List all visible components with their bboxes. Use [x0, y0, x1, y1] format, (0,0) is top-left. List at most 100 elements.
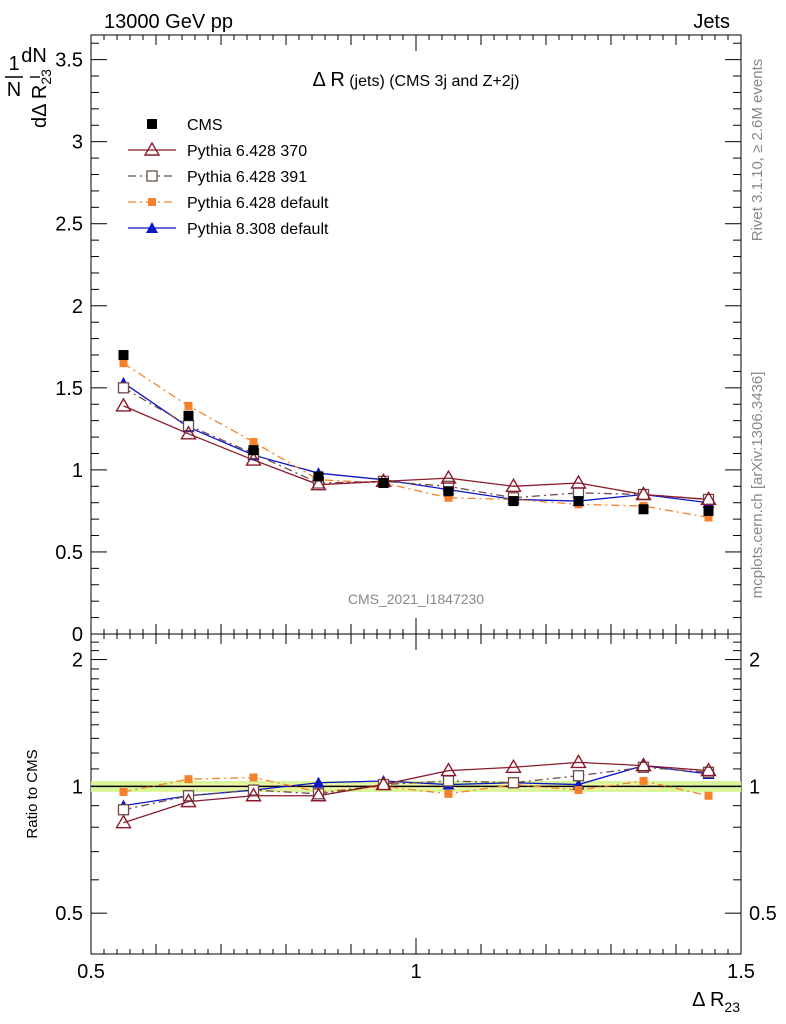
main-data-point	[180, 425, 197, 440]
legend-item: Pythia 6.428 391	[128, 169, 307, 186]
ratio-data-point	[312, 776, 325, 788]
ratio-y-label: Ratio to CMS	[24, 749, 41, 838]
ratio-data-point	[442, 775, 455, 787]
ratio-panel: 0.5 0.5 1 1 2 2 Ratio to CMS 0.5 1 1.5 Δ R23	[24, 633, 777, 1015]
main-panel: 0 0.5 1 1.5 2 2.5 3 3.5 Δ R (jets) (CMS 3j and …	[55, 34, 742, 646]
ratio-y-tick-label-right: 1	[749, 776, 760, 798]
legend-label: Pythia 8.308 default	[187, 221, 329, 238]
main-data-point	[117, 382, 130, 394]
main-data-point	[115, 397, 132, 412]
main-series	[115, 350, 717, 522]
header-left: 13000 GeV pp	[104, 11, 233, 33]
ratio-data-point	[245, 787, 262, 802]
main-data-point	[378, 478, 389, 489]
y-label-dn: dN	[21, 45, 47, 67]
main-data-point	[443, 486, 454, 497]
ratio-series	[115, 754, 717, 829]
y-label-ddr: dΔ R23	[29, 69, 54, 128]
x-tick-label: 0.5	[77, 961, 105, 983]
ratio-data-point	[115, 814, 132, 829]
main-data-point	[508, 496, 519, 507]
main-series-line	[123, 387, 709, 501]
main-data-point	[313, 471, 324, 482]
ratio-y-tick-label: 2	[72, 650, 83, 672]
ratio-data-point	[119, 787, 128, 796]
legend-item: CMS	[147, 117, 223, 134]
ratio-data-point	[507, 777, 520, 789]
x-axis-label: Δ R23	[692, 989, 740, 1015]
main-data-point	[118, 350, 129, 361]
ratio-data-point	[440, 762, 457, 777]
ratio-y-tick-label-right: 0.5	[749, 903, 777, 925]
ratio-data-point	[117, 804, 130, 816]
main-series-line	[123, 382, 709, 504]
ratio-band	[91, 780, 741, 792]
legend: CMS Pythia 6.428 370 Pythia 6.428 391 Pythi…	[128, 117, 329, 238]
header-right: Jets	[693, 11, 730, 33]
main-data-point	[700, 491, 717, 506]
y-tick-label: 1	[72, 460, 83, 482]
legend-marker	[146, 222, 158, 233]
ratio-data-point	[249, 773, 258, 782]
main-data-point	[573, 496, 584, 507]
x-tick-labels: 0.5 1 1.5	[77, 961, 755, 983]
legend-label: CMS	[187, 117, 223, 134]
main-y-label: 1 N dN dΔ R23	[5, 45, 54, 128]
y-tick-label: 0	[72, 624, 83, 646]
legend-marker	[147, 119, 157, 129]
legend-label: Pythia 6.428 default	[187, 195, 329, 212]
legend-label: Pythia 6.428 370	[187, 143, 307, 160]
ratio-data-point	[572, 770, 585, 782]
main-series-line	[123, 405, 709, 501]
main-data-point	[638, 504, 649, 515]
main-ticks	[90, 35, 742, 635]
y-tick-label: 3.5	[55, 50, 83, 72]
main-data-point	[704, 513, 713, 522]
main-y-tick-labels: 0 0.5 1 1.5 2 2.5 3 3.5	[55, 50, 83, 646]
side-label-bottom: mcplots.cern.ch [arXiv:1306.3436]	[749, 372, 766, 599]
y-tick-label: 2	[72, 296, 83, 318]
legend-marker	[146, 170, 158, 182]
ratio-ticks	[90, 634, 742, 954]
main-data-point	[635, 486, 652, 501]
ratio-series-line	[123, 761, 709, 824]
main-data-point	[119, 359, 128, 368]
ratio-series-line	[123, 776, 709, 797]
main-data-point	[245, 451, 262, 466]
ratio-data-point	[635, 757, 652, 772]
main-data-point	[183, 410, 194, 421]
main-data-point	[184, 401, 193, 410]
y-label-n: N	[7, 79, 21, 101]
ratio-series-line	[123, 766, 709, 811]
ratio-y-tick-label-right: 2	[749, 650, 760, 672]
y-label-one: 1	[8, 53, 19, 75]
ratio-y-tick-label: 0.5	[55, 903, 83, 925]
main-data-point	[249, 437, 258, 446]
legend-marker	[148, 198, 156, 206]
ratio-data-point	[574, 786, 583, 795]
main-data-point	[570, 474, 587, 489]
ratio-data-point	[639, 776, 648, 785]
ratio-data-point	[180, 793, 197, 808]
main-data-point	[444, 493, 453, 502]
legend-item: Pythia 6.428 370	[128, 141, 307, 160]
y-tick-label: 1.5	[55, 378, 83, 400]
legend-marker	[143, 141, 161, 156]
x-tick-label: 1.5	[727, 961, 755, 983]
ratio-y-tick-labels: 0.5 0.5 1 1 2 2	[55, 650, 777, 926]
legend-item: Pythia 6.428 default	[128, 195, 329, 212]
ratio-data-point	[375, 776, 392, 791]
ratio-data-point	[505, 758, 522, 773]
legend-item: Pythia 8.308 default	[128, 221, 329, 238]
y-tick-label: 2.5	[55, 214, 83, 236]
y-tick-label: 0.5	[55, 542, 83, 564]
ratio-data-point	[184, 775, 193, 784]
watermark: CMS_2021_I1847230	[348, 591, 484, 607]
ratio-data-point	[570, 754, 587, 769]
chart-title: Δ R (jets) (CMS 3j and Z+2j)	[313, 69, 520, 91]
ratio-data-point	[310, 787, 327, 802]
x-tick-label: 1	[410, 961, 421, 983]
ratio-data-point	[700, 762, 717, 777]
y-tick-label: 3	[72, 132, 83, 154]
